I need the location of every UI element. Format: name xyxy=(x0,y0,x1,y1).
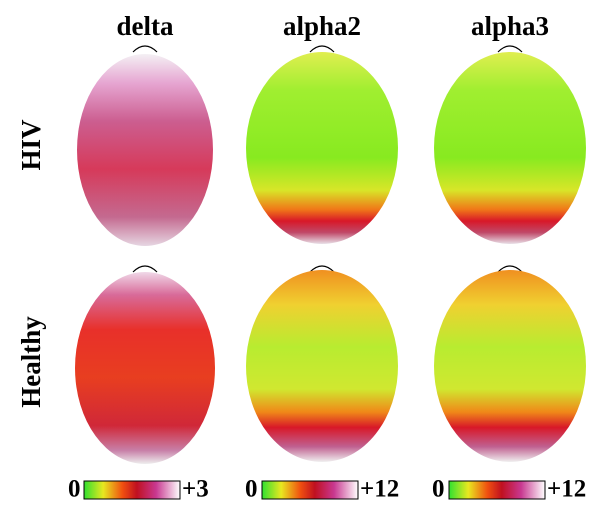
nose xyxy=(309,45,335,53)
nose xyxy=(309,265,335,273)
column-header: alpha3 xyxy=(471,11,549,41)
column-header: delta xyxy=(117,11,174,41)
head-map xyxy=(246,270,398,462)
head-map xyxy=(434,52,586,244)
colorbar-max: +12 xyxy=(360,476,399,503)
nose xyxy=(497,45,523,53)
colorbar-max: +3 xyxy=(182,476,209,503)
head-maps xyxy=(132,45,523,273)
colorbar-min: 0 xyxy=(68,476,81,503)
colorbar xyxy=(83,480,181,500)
nose xyxy=(497,265,523,273)
nose xyxy=(132,265,158,273)
colorbar-min: 0 xyxy=(245,476,258,503)
column-header: alpha2 xyxy=(283,11,361,41)
colorbar xyxy=(448,480,546,500)
row-label: HIV xyxy=(16,119,46,171)
row-label: Healthy xyxy=(16,316,46,408)
colorbar-min: 0 xyxy=(432,476,445,503)
colorbar-max: +12 xyxy=(547,476,586,503)
nose xyxy=(132,45,158,53)
head-map xyxy=(75,272,215,464)
head-map xyxy=(434,270,586,462)
head-map xyxy=(246,52,398,244)
head-map xyxy=(77,54,213,246)
colorbar xyxy=(261,480,359,500)
colorbars: 0 +3 0 +12 0 +12 xyxy=(68,476,586,503)
